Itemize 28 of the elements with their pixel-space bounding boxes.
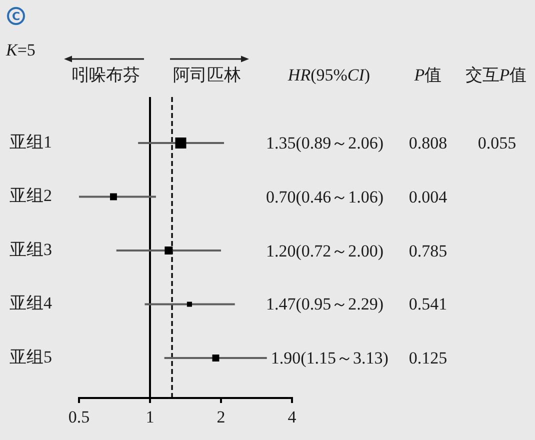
y-tick-label: 亚组4 bbox=[10, 294, 52, 313]
text: 0.125 bbox=[408, 348, 448, 368]
text: 0.541 bbox=[408, 294, 448, 314]
data-label: 0.70(0.46～1.06) bbox=[266, 187, 384, 206]
text: 0.785 bbox=[408, 241, 448, 260]
text: P值 bbox=[414, 66, 442, 84]
x-tick-label: 0.5 bbox=[68, 408, 90, 427]
data-label: 1.35(0.89～2.06) bbox=[266, 134, 384, 152]
x-tick-label: 1 bbox=[146, 408, 154, 427]
y-tick-label: 亚组5 bbox=[10, 347, 52, 366]
text: K=5 bbox=[6, 40, 36, 60]
data-label: 1.47(0.95～2.29) bbox=[266, 294, 384, 314]
text: 0.808 bbox=[408, 134, 448, 152]
circle-outline: C bbox=[7, 7, 25, 25]
text: HR(95%CI) bbox=[288, 66, 370, 84]
x-tick-label: 2 bbox=[216, 408, 226, 427]
y-tick-label: 亚组2 bbox=[10, 186, 52, 206]
data-label: 1.90(1.15～3.13) bbox=[270, 348, 388, 368]
text: 0.004 bbox=[408, 187, 448, 206]
y-tick-label: 亚组1 bbox=[10, 132, 52, 152]
text: 阿司匹林 bbox=[173, 66, 241, 84]
chart-title: C bbox=[12, 10, 20, 22]
text: 0.055 bbox=[478, 134, 516, 152]
data-label: 1.20(0.72～2.00) bbox=[266, 241, 384, 260]
y-tick-label: 亚组3 bbox=[10, 240, 52, 259]
text: 交互P值 bbox=[465, 66, 527, 84]
text: 吲哚布芬 bbox=[72, 66, 140, 84]
x-tick-label: 4 bbox=[288, 408, 297, 427]
